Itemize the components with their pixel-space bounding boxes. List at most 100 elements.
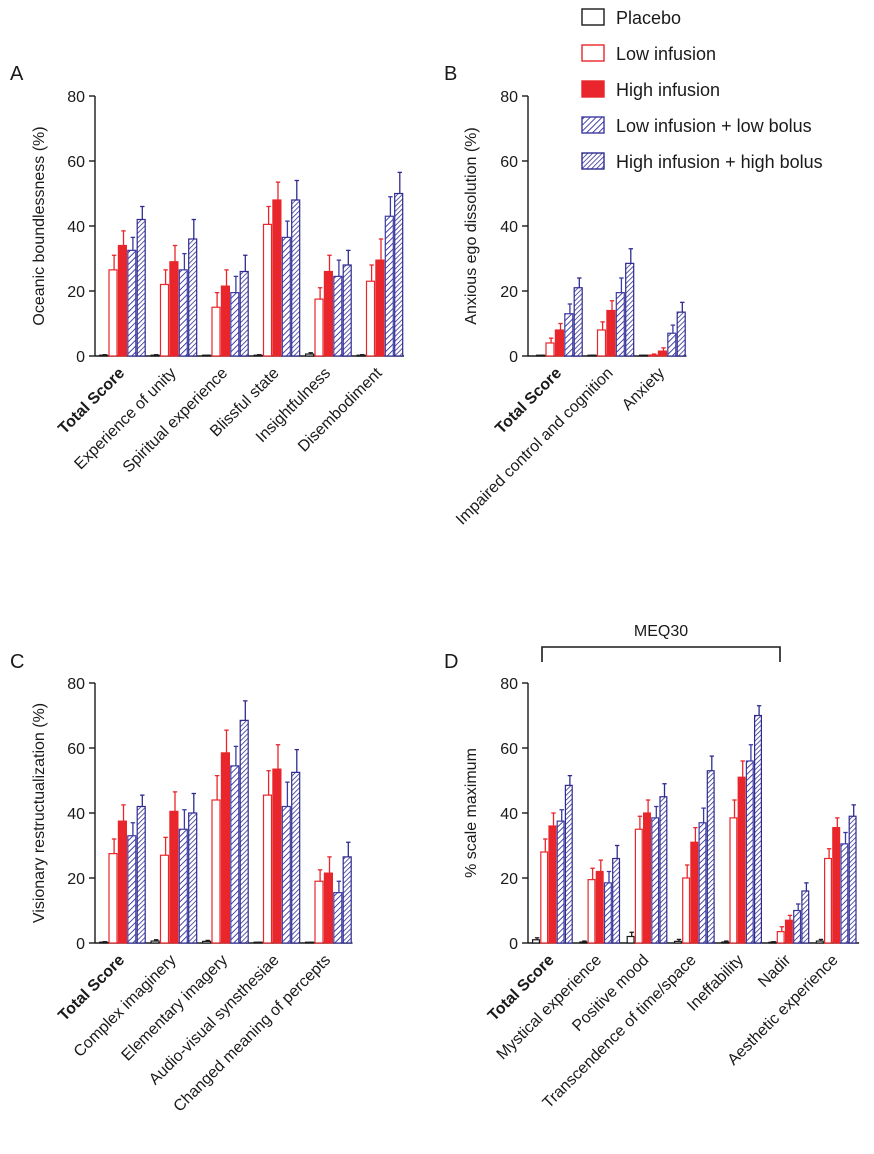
bar-high-infusion-total-score [548,825,557,944]
bar-high-infusion-high-bolus-spiritual-experience [239,270,249,357]
bar-low-infusion-total-score [540,851,549,944]
category-label-anxiety: Anxiety [619,365,668,414]
bar-high-infusion-insightfulness [323,270,333,357]
bar-high-infusion-high-bolus-total-score [573,287,583,357]
bar-low-infusion-low-bolus-spiritual-experience [230,292,240,357]
bar-placebo-complex-imaginery [150,940,160,944]
bar-high-infusion-high-bolus-impaired-control-and-cognition [625,262,635,357]
bar-placebo-total-score [531,939,540,944]
y-axis-title: Oceanic boundlessness (%) [31,126,48,325]
y-axis-title: Visionary restructualization (%) [31,703,48,923]
legend-label-high-infusion: High infusion [616,80,720,100]
bar-high-infusion-total-score [117,820,128,944]
bar-high-infusion-high-bolus-nadir [801,890,810,944]
y-tick-label: 80 [67,676,85,693]
y-tick-label: 20 [500,871,518,888]
bar-low-infusion-aesthetic-experience [823,857,832,944]
bar-low-infusion-low-bolus-total-score [564,313,574,357]
bar-high-infusion-high-bolus-elementary-imagery [239,719,249,944]
y-tick-label: 0 [509,349,518,366]
bar-low-infusion-low-bolus-blissful-state [281,236,291,357]
y-tick-label: 20 [500,284,518,301]
bar-low-infusion-low-bolus-impaired-control-and-cognition [615,292,625,357]
bar-high-infusion-high-bolus-ineffability [753,714,762,944]
bar-high-infusion-experience-of-unity [169,261,179,357]
bar-low-infusion-low-bolus-anxiety [667,332,677,357]
y-tick-label: 20 [67,871,85,888]
bar-high-infusion-aesthetic-experience [832,827,841,944]
bar-low-infusion-positive-mood [634,828,643,944]
bar-high-infusion-high-bolus-experience-of-unity [188,238,198,357]
bar-high-infusion-high-bolus-blissful-state [291,199,301,357]
bar-low-infusion-mystical-experience [587,879,596,944]
bar-low-infusion-low-bolus-changed-meaning-of-percepts [333,892,343,944]
bar-low-infusion-experience-of-unity [159,283,170,357]
panel-letter: C [10,651,24,673]
bar-high-infusion-high-bolus-audio-visual-synsthesiae [291,771,301,944]
bar-low-infusion-low-bolus-insightfulness [333,275,343,357]
bar-high-infusion-ineffability [737,776,746,944]
bar-low-infusion-total-score [545,342,555,357]
y-tick-label: 80 [500,89,518,106]
bar-high-infusion-blissful-state [272,199,282,357]
bar-low-infusion-low-bolus-total-score [556,820,565,944]
bar-placebo-transcendence-of-time-space [673,940,682,944]
legend-swatch-low-infusion [581,44,605,62]
y-tick-label: 40 [500,806,518,823]
bar-low-infusion-low-bolus-complex-imaginery [178,828,188,944]
bar-placebo-positive-mood [626,935,635,944]
bar-low-infusion-low-bolus-audio-visual-synsthesiae [281,805,291,944]
bar-high-infusion-high-bolus-insightfulness [342,264,352,357]
bar-low-infusion-low-bolus-nadir [793,909,802,944]
bar-low-infusion-low-bolus-transcendence-of-time-space [698,822,707,944]
bar-high-infusion-high-bolus-mystical-experience [612,857,621,944]
bar-high-infusion-disembodiment [375,259,385,357]
bar-high-infusion-mystical-experience [595,870,604,944]
legend-swatch-high-infusion [581,80,605,98]
bar-low-infusion-total-score [108,853,118,944]
bar-low-infusion-disembodiment [365,280,376,357]
y-tick-label: 40 [67,219,85,236]
bar-low-infusion-low-bolus-disembodiment [384,215,394,357]
bar-low-infusion-low-bolus-aesthetic-experience [840,843,849,944]
y-tick-label: 0 [509,936,518,953]
bar-placebo-elementary-imagery [202,940,212,944]
bar-low-infusion-low-bolus-ineffability [745,760,754,944]
y-tick-label: 20 [67,284,85,301]
bar-low-infusion-transcendence-of-time-space [682,877,691,944]
bar-low-infusion-insightfulness [314,298,324,357]
bar-low-infusion-low-bolus-mystical-experience [603,882,612,944]
bar-low-infusion-low-bolus-experience-of-unity [178,269,188,357]
bar-high-infusion-high-bolus-disembodiment [394,192,404,357]
y-tick-label: 60 [67,741,85,758]
panel-letter: D [444,651,458,673]
bar-high-infusion-total-score [117,244,128,357]
bar-low-infusion-changed-meaning-of-percepts [314,880,324,944]
legend: Placebo Low infusion High infusion Low infu… [581,8,823,172]
bar-placebo-ineffability [721,941,730,944]
meq30-bracket [541,646,781,662]
bar-high-infusion-positive-mood [642,812,651,944]
y-tick-label: 80 [500,676,518,693]
legend-swatch-high-infusion-high-bolus [581,152,605,170]
legend-label-low-infusion-low-bolus: Low infusion + low bolus [616,116,812,136]
legend-label-low-infusion: Low infusion [616,44,716,64]
bar-low-infusion-nadir [776,931,785,944]
y-tick-label: 0 [76,936,85,953]
bar-high-infusion-high-bolus-total-score [136,805,146,944]
panel-letter: A [10,63,24,85]
y-tick-label: 60 [500,741,518,758]
y-tick-label: 80 [67,89,85,106]
bar-high-infusion-audio-visual-synsthesiae [272,768,282,944]
category-label-experience-of-unity: Experience of unity [71,365,179,473]
y-tick-label: 40 [500,219,518,236]
bar-high-infusion-high-bolus-complex-imaginery [188,812,198,944]
bar-low-infusion-ineffability [729,817,738,944]
bar-low-infusion-audio-visual-synsthesiae [262,794,273,944]
bar-low-infusion-anxiety [648,354,658,357]
bar-high-infusion-nadir [784,919,793,944]
bar-low-infusion-impaired-control-and-cognition [596,329,607,357]
bar-low-infusion-low-bolus-total-score [127,835,137,944]
